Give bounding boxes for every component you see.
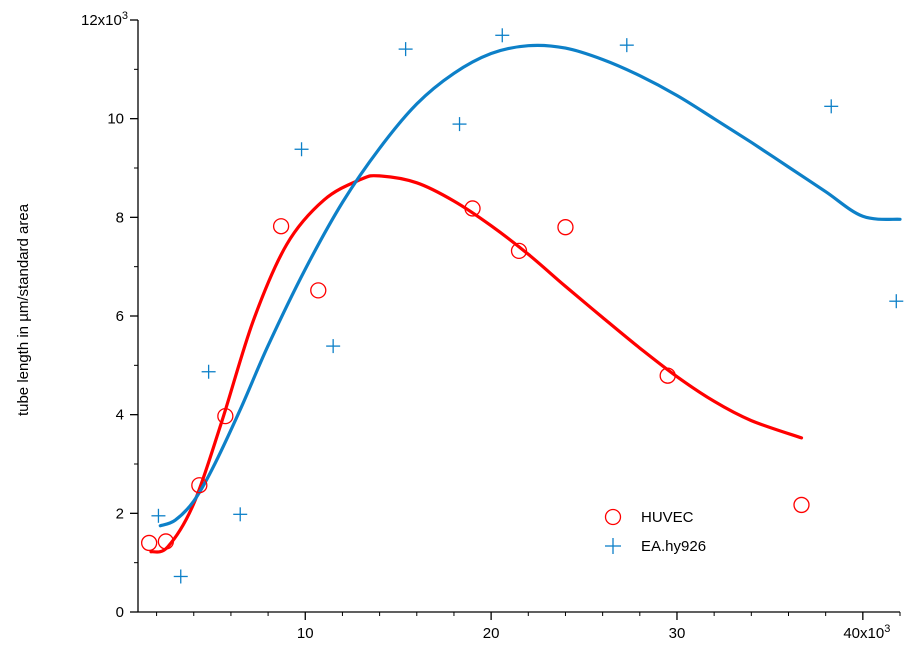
- fit-curves-group: [149, 43, 902, 554]
- tick-label-main: 2: [116, 505, 124, 522]
- huvec-point: [141, 534, 158, 552]
- eahy926-point: [398, 42, 413, 57]
- eahy926-point: [495, 28, 510, 43]
- x-ticks-group: 10 20 30 40x103: [156, 612, 901, 642]
- x-tick-label: 20: [483, 625, 500, 642]
- eahy926-point: [889, 294, 904, 309]
- huvec-point: [157, 533, 175, 550]
- tick-label-main: 10: [297, 625, 314, 642]
- tick-label-main: 8: [116, 209, 124, 226]
- tick-label-main: 6: [116, 308, 124, 325]
- tick-label-main: 30: [669, 625, 686, 642]
- fit-curve-huvec: [149, 174, 804, 554]
- huvec-point: [793, 496, 810, 514]
- y-tick-label: 12x103: [81, 10, 128, 29]
- fit-curve-eahy926: [158, 43, 902, 528]
- y-axis-title: tube length in µm/standard area: [15, 203, 32, 416]
- eahy926-point: [824, 99, 839, 114]
- eahy926-point: [452, 117, 467, 132]
- eahy926-point: [326, 339, 341, 354]
- y-tick-label: 2: [116, 505, 124, 522]
- eahy926-point: [294, 142, 309, 157]
- y-tick-label: 8: [116, 209, 124, 226]
- legend-marker-huvec: [604, 508, 622, 526]
- tick-label-main: 12x10: [81, 12, 122, 29]
- huvec-point: [217, 407, 234, 425]
- y-ticks-group: 0 2 4 6 8 10 12x103: [81, 10, 138, 621]
- huvec-point: [464, 200, 481, 217]
- axes-group: [137, 20, 900, 613]
- eahy926-point: [151, 508, 166, 523]
- y-tick-label: 10: [107, 111, 124, 128]
- eahy926-point: [173, 569, 188, 584]
- y-tick-label: 0: [116, 604, 124, 621]
- tick-label-main: 20: [483, 625, 500, 642]
- x-tick-label: 40x103: [843, 623, 890, 642]
- huvec-point: [510, 242, 528, 260]
- data-markers-group: [141, 28, 904, 584]
- legend: HUVEC EA.hy926: [604, 508, 706, 555]
- legend-label-huvec: HUVEC: [641, 509, 694, 526]
- tick-label-main: 10: [107, 111, 124, 128]
- x-tick-label: 30: [669, 625, 686, 642]
- eahy926-point: [233, 507, 248, 522]
- huvec-point: [659, 367, 676, 384]
- huvec-point: [557, 219, 574, 236]
- x-tick-label: 10: [297, 625, 314, 642]
- legend-label-eahy926: EA.hy926: [641, 538, 706, 555]
- y-tick-label: 6: [116, 308, 124, 325]
- huvec-point: [272, 218, 290, 235]
- tick-label-exponent: 3: [884, 623, 890, 635]
- eahy926-point: [201, 364, 216, 379]
- tick-label-main: 0: [116, 604, 124, 621]
- tick-label-main: 4: [116, 407, 124, 424]
- y-tick-label: 4: [116, 407, 124, 424]
- huvec-point: [191, 477, 208, 494]
- huvec-point: [310, 282, 327, 299]
- legend-marker-eahy926: [605, 538, 621, 554]
- tick-label-exponent: 3: [122, 10, 128, 22]
- tick-label-main: 40x10: [843, 625, 884, 642]
- eahy926-point: [619, 38, 634, 53]
